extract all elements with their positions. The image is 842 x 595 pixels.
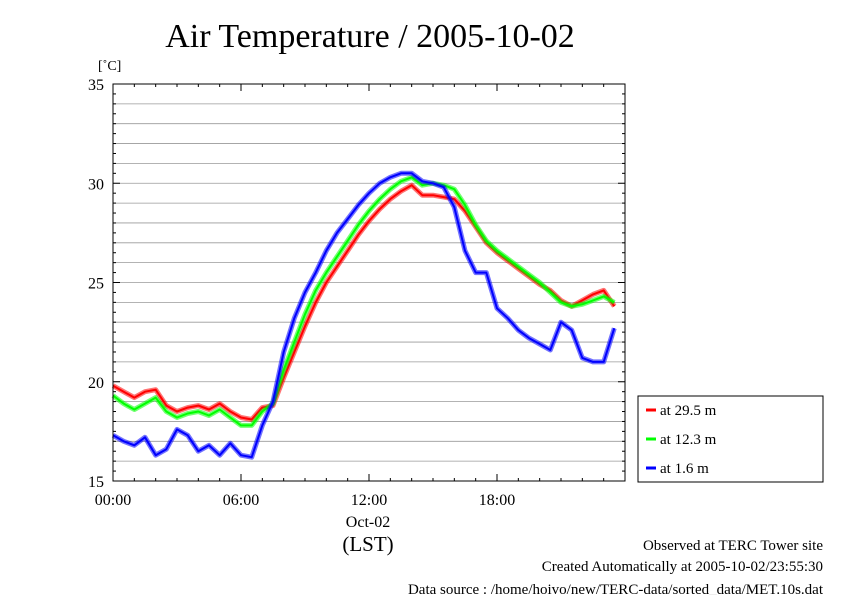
footer-observed-site: Observed at TERC Tower site bbox=[643, 538, 823, 554]
series-line-halo bbox=[111, 174, 616, 428]
legend-label: at 29.5 m bbox=[660, 403, 717, 419]
series-line bbox=[112, 176, 615, 427]
y-tick-label: 25 bbox=[88, 276, 104, 293]
axes: 15 20 25 30 35 00:00 06:00 12:00 18:00 bbox=[88, 77, 626, 509]
x-axis-date-label: Oct-02 bbox=[346, 514, 390, 531]
x-tick-label: 06:00 bbox=[223, 492, 259, 509]
footer-data-source: Data source : /home/hoivo/new/TERC-data/… bbox=[408, 582, 824, 595]
x-tick-label: 18:00 bbox=[479, 492, 515, 509]
footer-created-time: Created Automatically at 2005-10-02/23:5… bbox=[542, 559, 823, 575]
y-tick-label: 20 bbox=[88, 375, 104, 392]
y-axis-unit-label: [˚C] bbox=[98, 59, 121, 74]
legend-box bbox=[637, 395, 824, 483]
y-tick-label: 15 bbox=[88, 474, 104, 491]
series-layer bbox=[111, 170, 617, 460]
x-axis-timezone-label: (LST) bbox=[342, 532, 393, 556]
legend: at 29.5 m at 12.3 m at 1.6 m bbox=[637, 395, 824, 483]
y-tick-label: 35 bbox=[88, 77, 104, 94]
legend-label: at 1.6 m bbox=[660, 461, 709, 477]
series-line bbox=[112, 172, 616, 459]
x-tick-label: 00:00 bbox=[95, 492, 131, 509]
y-tick-label: 30 bbox=[88, 176, 104, 193]
chart-title: Air Temperature / 2005-10-02 bbox=[165, 18, 575, 55]
x-tick-label: 12:00 bbox=[351, 492, 387, 509]
legend-label: at 12.3 m bbox=[660, 432, 717, 448]
